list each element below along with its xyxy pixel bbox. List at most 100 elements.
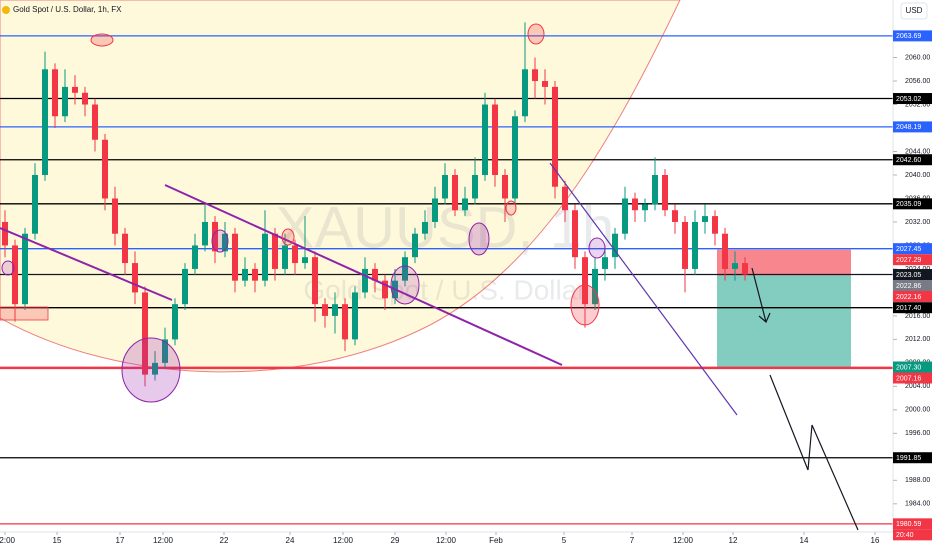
price-label: 2027.29 bbox=[896, 257, 921, 264]
candle-body bbox=[362, 268, 368, 293]
price-label-box bbox=[893, 93, 932, 105]
price-label: 2022.16 bbox=[896, 294, 921, 301]
highlight bbox=[588, 237, 606, 259]
candle-body bbox=[512, 116, 518, 199]
x-tick-label: 5 bbox=[562, 536, 567, 545]
candle-body bbox=[322, 304, 328, 316]
projection-path bbox=[769, 374, 859, 531]
highlight bbox=[121, 337, 181, 403]
candle-body bbox=[732, 263, 738, 269]
candle-body bbox=[702, 216, 708, 222]
x-tick-label: 14 bbox=[800, 536, 809, 545]
chart-title: Gold Spot / U.S. Dollar, 1h, FX bbox=[13, 5, 122, 14]
candle-body bbox=[202, 221, 208, 246]
candle-body bbox=[162, 339, 168, 363]
price-label-box bbox=[893, 291, 932, 303]
candle-body bbox=[452, 174, 458, 211]
price-label-box bbox=[893, 254, 932, 266]
y-tick-label: 1988.00 bbox=[905, 477, 930, 484]
highlight bbox=[281, 228, 295, 246]
candle-body bbox=[212, 221, 218, 252]
price-label-box bbox=[893, 529, 932, 541]
watermark: XAUUSD, 1h bbox=[276, 195, 614, 260]
symbol-icon bbox=[2, 6, 10, 14]
candle-body bbox=[662, 174, 668, 211]
highlight bbox=[90, 33, 114, 47]
candle-body bbox=[112, 198, 118, 234]
highlight bbox=[1, 260, 15, 276]
price-label: 1980.59 bbox=[896, 521, 921, 528]
candle-body bbox=[712, 216, 718, 234]
price-label-box bbox=[893, 269, 932, 281]
candle-body bbox=[2, 221, 8, 246]
candle-body bbox=[122, 233, 128, 264]
candle-body bbox=[622, 198, 628, 234]
y-tick-label: 1984.00 bbox=[905, 501, 930, 508]
x-tick-label: 24 bbox=[286, 536, 295, 545]
price-label-box bbox=[893, 198, 932, 210]
currency-box[interactable] bbox=[900, 2, 928, 20]
x-tick-label: 12:00 bbox=[333, 536, 354, 545]
candle-body bbox=[292, 245, 298, 264]
price-label-box bbox=[893, 361, 932, 373]
highlight bbox=[211, 229, 229, 253]
candle-body bbox=[22, 233, 28, 305]
curve-zone bbox=[0, 0, 681, 373]
x-tick-label: 12:00 bbox=[436, 536, 457, 545]
trend-line bbox=[0, 227, 173, 301]
highlight bbox=[468, 222, 490, 256]
candle-body bbox=[462, 198, 468, 211]
candle-body bbox=[172, 304, 178, 340]
price-label: 2053.02 bbox=[896, 96, 921, 103]
candle-body bbox=[342, 304, 348, 340]
candle-body bbox=[52, 69, 58, 117]
candle-body bbox=[602, 257, 608, 269]
x-tick-label: 17 bbox=[116, 536, 125, 545]
y-tick-label: 2060.00 bbox=[905, 54, 930, 61]
y-tick-label: 2040.00 bbox=[905, 172, 930, 179]
candle-body bbox=[472, 174, 478, 199]
candle-body bbox=[682, 221, 688, 269]
candle-body bbox=[72, 86, 78, 93]
y-tick-label: 2012.00 bbox=[905, 336, 930, 343]
candle-body bbox=[142, 292, 148, 375]
price-label-box bbox=[893, 280, 932, 292]
candle-layer bbox=[2, 22, 748, 387]
candle-body bbox=[232, 233, 238, 281]
candle-body bbox=[332, 304, 338, 316]
x-tick-label: 29 bbox=[391, 536, 400, 545]
candle-body bbox=[152, 362, 158, 375]
candle-body bbox=[502, 174, 508, 199]
y-tick-label: 2004.00 bbox=[905, 383, 930, 390]
highlight bbox=[570, 284, 600, 326]
candle-body bbox=[742, 263, 748, 275]
candle-body bbox=[372, 268, 378, 281]
candle-body bbox=[652, 174, 658, 205]
price-label: 2027.45 bbox=[896, 246, 921, 253]
price-label: 2048.19 bbox=[896, 124, 921, 131]
candle-body bbox=[552, 86, 558, 187]
highlight bbox=[527, 23, 545, 45]
price-label: 20:40 bbox=[896, 532, 914, 539]
candle-body bbox=[492, 104, 498, 175]
candle-body bbox=[562, 186, 568, 211]
x-tick-label: 22 bbox=[220, 536, 229, 545]
level-layer bbox=[0, 35, 893, 525]
y-tick-label: 2044.00 bbox=[905, 148, 930, 155]
candle-body bbox=[642, 204, 648, 211]
candle-body bbox=[92, 104, 98, 140]
x-tick-label: 7 bbox=[630, 536, 635, 545]
price-label: 2022.86 bbox=[896, 283, 921, 290]
candle-body bbox=[582, 257, 588, 305]
position-layer bbox=[717, 249, 851, 367]
price-label: 2007.16 bbox=[896, 375, 921, 382]
candle-body bbox=[312, 257, 318, 305]
price-label: 2063.69 bbox=[896, 33, 921, 40]
y-tick-label: 1996.00 bbox=[905, 430, 930, 437]
x-tick-label: 12:00 bbox=[0, 536, 16, 545]
candle-body bbox=[612, 233, 618, 258]
candle-body bbox=[432, 198, 438, 222]
candle-body bbox=[382, 280, 388, 299]
candle-body bbox=[12, 245, 18, 305]
